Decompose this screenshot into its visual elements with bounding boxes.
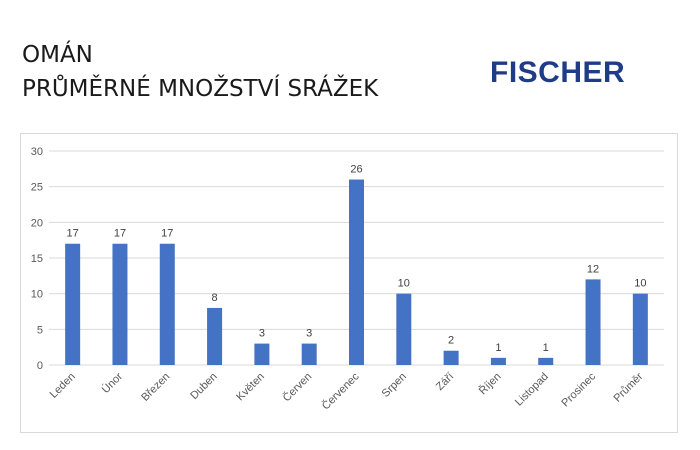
data-label: 17 [161,228,173,240]
bar [632,293,648,365]
bar [254,343,270,365]
x-tick-label: Leden [48,371,78,401]
x-tick-label: Prosinec [559,370,598,409]
x-tick-label: Duben [188,371,219,402]
bar [112,243,128,365]
bar [301,343,317,365]
bar [65,243,81,365]
bar [538,357,554,365]
y-tick-label: 10 [31,289,43,301]
chart-area: 0 5 10 15 20 25 30 17 17 17 8 3 3 26 10 2 1 1 12 10 Leden Ú… [20,133,678,433]
data-label: 1 [495,342,501,354]
x-tick-label: Červenec [319,370,362,413]
y-tick-label: 5 [37,324,43,336]
bar [443,350,459,365]
y-axis-ticks: 0 5 10 15 20 25 30 [31,146,43,372]
bar [396,293,412,365]
data-label: 3 [306,328,312,340]
data-label: 12 [587,263,599,275]
x-axis-ticks: Leden Únor Březen Duben Květen Červen Červenec… [48,370,646,413]
bar [207,307,223,365]
y-tick-label: 20 [31,217,43,229]
bar-chart: 0 5 10 15 20 25 30 17 17 17 8 3 3 26 10 2 1 1 12 10 Leden Ú… [31,146,664,413]
x-tick-label: Březen [139,371,172,404]
data-label: 1 [543,342,549,354]
title-country: OMÁN [22,42,93,68]
data-label: 26 [350,164,362,176]
data-label: 17 [67,228,79,240]
x-tick-label: Červen [280,370,314,404]
x-tick-label: Srpen [380,371,409,400]
data-label: 10 [634,278,646,290]
data-label: 3 [259,328,265,340]
x-tick-label: Říjen [476,370,503,397]
x-tick-label: Květen [234,371,267,404]
data-label: 2 [448,335,454,347]
x-tick-label: Listopad [513,371,551,409]
x-tick-label: Průměr [611,370,645,404]
chart-title: OMÁN PRŮMĚRNÉ MNOŽSTVÍ SRÁŽEK [22,38,378,106]
data-labels: 17 17 17 8 3 3 26 10 2 1 1 12 10 [67,164,647,354]
y-tick-label: 0 [37,360,43,372]
data-label: 17 [114,228,126,240]
y-tick-label: 15 [31,253,43,265]
data-label: 8 [212,292,218,304]
fischer-logo: FISCHER [490,56,626,89]
y-tick-label: 30 [31,146,43,158]
bar [585,279,601,365]
data-label: 10 [398,278,410,290]
x-tick-label: Únor [99,370,125,396]
bar [159,243,175,365]
y-tick-label: 25 [31,182,43,194]
bars [65,179,648,365]
x-tick-label: Září [434,371,456,393]
bar [490,357,506,365]
title-subtitle: PRŮMĚRNÉ MNOŽSTVÍ SRÁŽEK [22,76,379,102]
bar [349,179,364,365]
